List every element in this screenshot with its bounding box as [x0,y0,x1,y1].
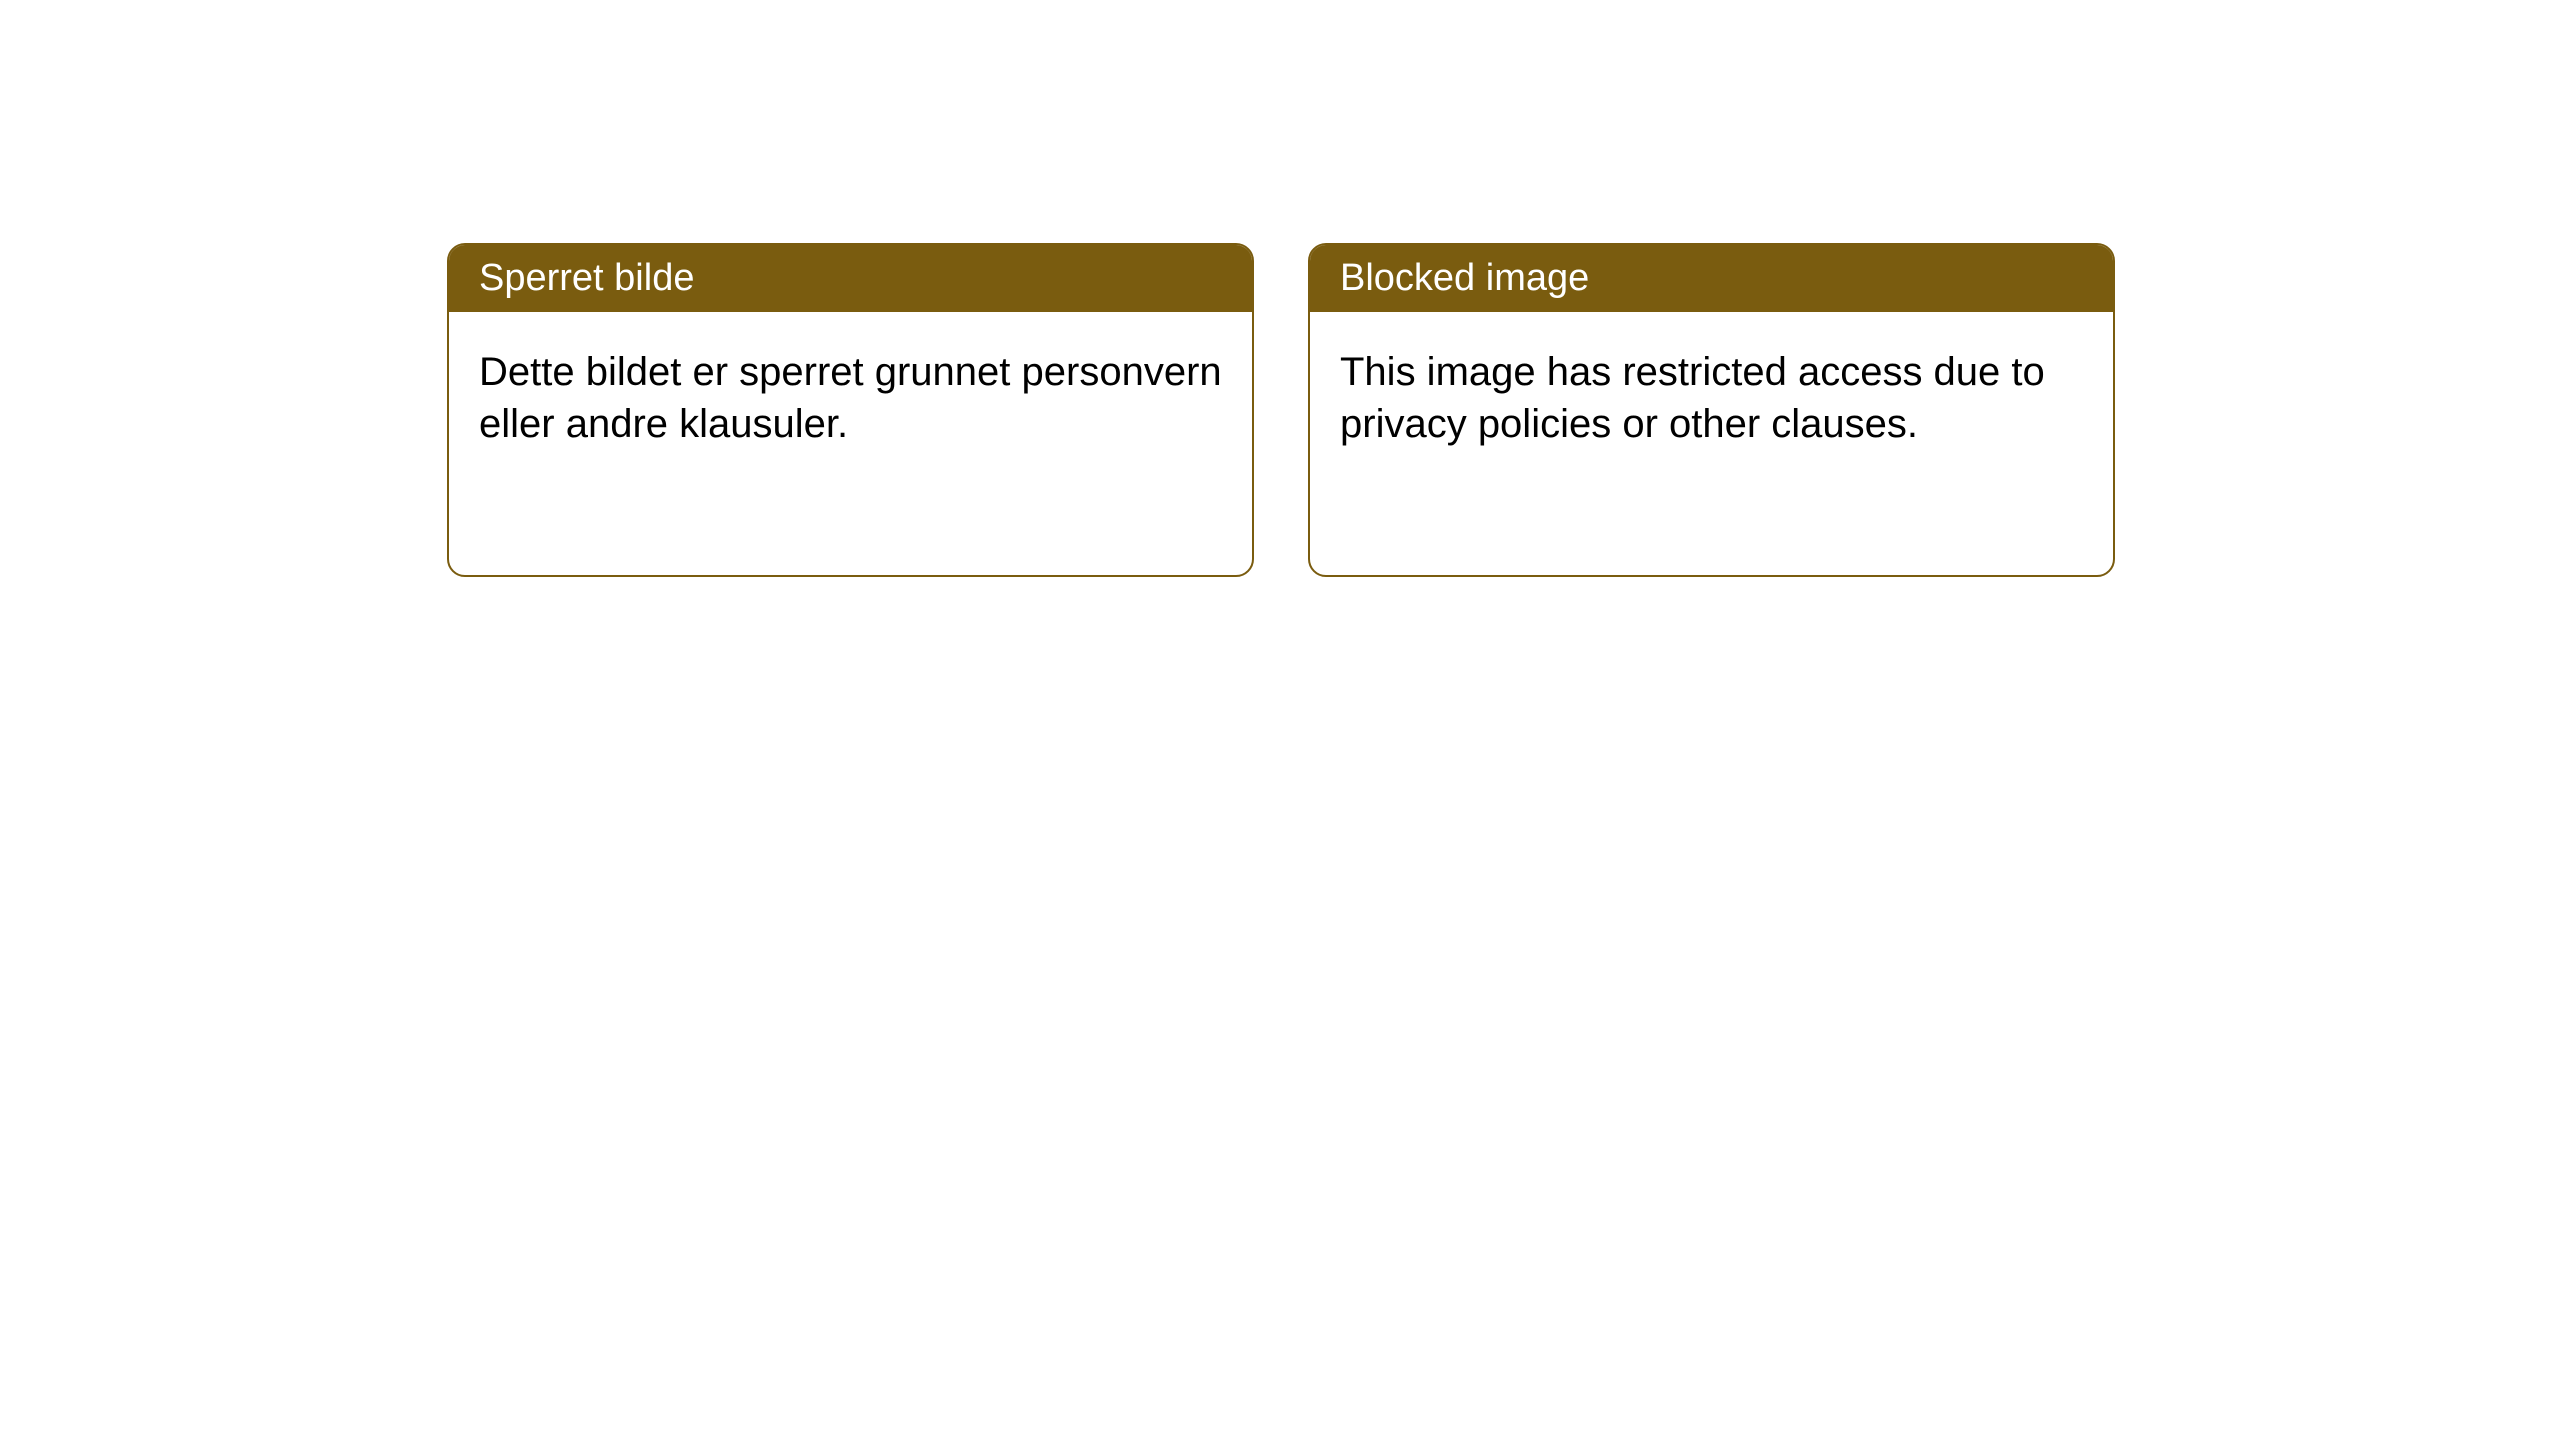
notice-text: Dette bildet er sperret grunnet personve… [479,350,1222,446]
notice-container: Sperret bilde Dette bildet er sperret gr… [0,0,2560,577]
notice-header: Blocked image [1310,245,2113,312]
notice-card-norwegian: Sperret bilde Dette bildet er sperret gr… [447,243,1254,577]
notice-text: This image has restricted access due to … [1340,350,2045,446]
notice-header: Sperret bilde [449,245,1252,312]
notice-body: This image has restricted access due to … [1310,312,2113,484]
notice-card-english: Blocked image This image has restricted … [1308,243,2115,577]
notice-title: Sperret bilde [479,257,694,299]
notice-body: Dette bildet er sperret grunnet personve… [449,312,1252,484]
notice-title: Blocked image [1340,257,1589,299]
